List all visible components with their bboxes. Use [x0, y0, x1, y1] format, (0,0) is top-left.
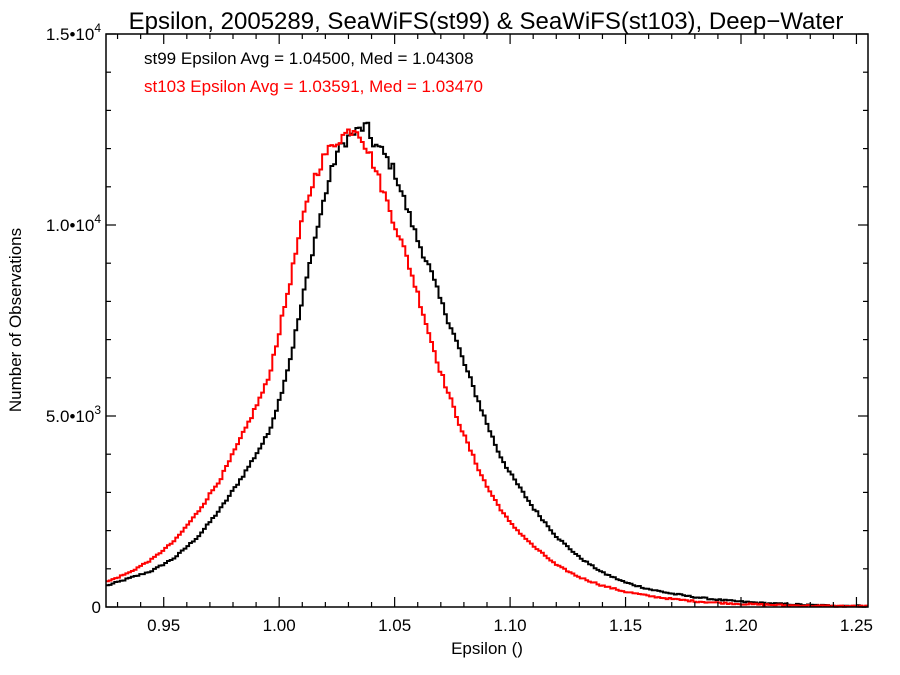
x-tick-label: 1.15	[609, 616, 642, 635]
annotation-st103: st103 Epsilon Avg = 1.03591, Med = 1.034…	[144, 77, 483, 96]
tick-layer: 0.95 1.00 1.05 1.10 1.15 1.20 1.25 0 5.0•103 1.0•…	[46, 21, 873, 635]
x-tick-label: 1.05	[378, 616, 411, 635]
y-tick-label: 1.0•104	[46, 212, 102, 235]
chart-title: Epsilon, 2005289, SeaWiFS(st99) & SeaWiF…	[129, 8, 844, 35]
series-st99-line	[106, 121, 868, 608]
series-layer	[106, 121, 868, 608]
y-axis-label: Number of Observations	[6, 228, 25, 412]
x-tick-label: 1.00	[263, 616, 296, 635]
x-tick-label: 0.95	[147, 616, 180, 635]
x-tick-label: 1.10	[494, 616, 527, 635]
annotation-st99: st99 Epsilon Avg = 1.04500, Med = 1.0430…	[144, 49, 474, 68]
y-tick-label: 1.5•104	[46, 21, 102, 44]
x-tick-label: 1.25	[840, 616, 873, 635]
x-axis-label: Epsilon ()	[451, 639, 523, 658]
y-tick-label: 5.0•103	[46, 403, 102, 426]
y-tick-label: 0	[92, 598, 101, 617]
series-st103-line	[106, 128, 868, 608]
x-tick-label: 1.20	[724, 616, 757, 635]
